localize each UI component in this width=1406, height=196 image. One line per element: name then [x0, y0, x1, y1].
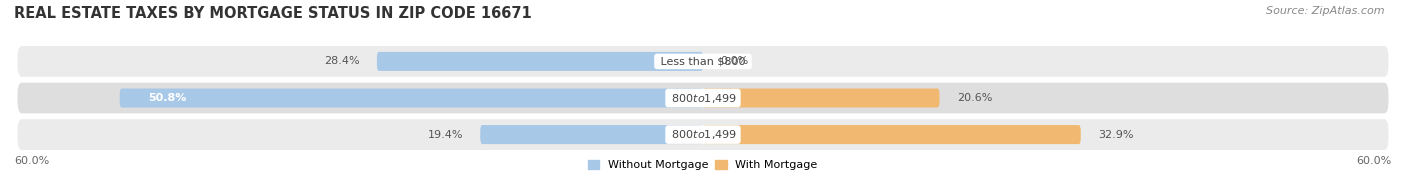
Text: 50.8%: 50.8%: [149, 93, 187, 103]
Text: 0.0%: 0.0%: [720, 56, 748, 66]
FancyBboxPatch shape: [703, 125, 1081, 144]
FancyBboxPatch shape: [481, 125, 703, 144]
Text: REAL ESTATE TAXES BY MORTGAGE STATUS IN ZIP CODE 16671: REAL ESTATE TAXES BY MORTGAGE STATUS IN …: [14, 6, 531, 21]
Text: $800 to $1,499: $800 to $1,499: [668, 128, 738, 141]
Text: 28.4%: 28.4%: [323, 56, 360, 66]
Text: Less than $800: Less than $800: [657, 56, 749, 66]
Text: Source: ZipAtlas.com: Source: ZipAtlas.com: [1267, 6, 1385, 16]
Text: 60.0%: 60.0%: [14, 156, 49, 166]
FancyBboxPatch shape: [17, 46, 1389, 77]
Text: 19.4%: 19.4%: [427, 130, 463, 140]
FancyBboxPatch shape: [120, 88, 703, 108]
Text: 32.9%: 32.9%: [1098, 130, 1133, 140]
Text: $800 to $1,499: $800 to $1,499: [668, 92, 738, 104]
FancyBboxPatch shape: [377, 52, 703, 71]
FancyBboxPatch shape: [17, 83, 1389, 113]
Text: 20.6%: 20.6%: [956, 93, 993, 103]
Legend: Without Mortgage, With Mortgage: Without Mortgage, With Mortgage: [588, 159, 818, 172]
FancyBboxPatch shape: [17, 119, 1389, 150]
Text: 60.0%: 60.0%: [1357, 156, 1392, 166]
FancyBboxPatch shape: [703, 88, 939, 108]
